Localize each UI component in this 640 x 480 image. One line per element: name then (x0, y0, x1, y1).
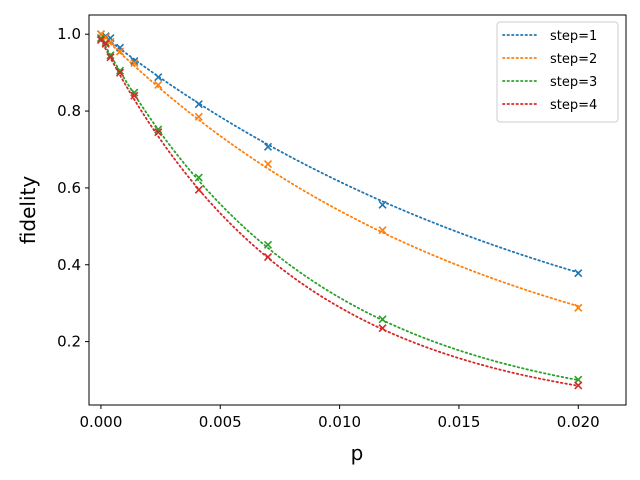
data-point-step-4 (378, 324, 387, 333)
legend-entries: step=1 step=2 step=3 step=4 (502, 29, 597, 113)
fit-line-step-4 (100, 39, 580, 387)
x-tick-label: 0.015 (437, 413, 480, 431)
y-tick-label: 1.0 (57, 25, 81, 43)
data-point-step-1 (130, 57, 139, 66)
data-point-step-4 (194, 185, 203, 194)
data-point-step-3 (194, 173, 203, 182)
data-point-step-3 (115, 66, 125, 75)
y-axis-label: fidelity (16, 176, 40, 245)
x-tick-label: 0.005 (199, 413, 242, 431)
data-point-step-4 (115, 68, 125, 77)
data-point-step-3 (263, 240, 273, 249)
data-point-step-2 (194, 112, 203, 121)
x-tick-label: 0.000 (79, 413, 122, 431)
legend-entry: step=4 (502, 98, 597, 113)
legend-box (496, 21, 619, 123)
data-point-step-3 (130, 88, 139, 97)
x-axis-label: p (351, 441, 364, 465)
data-point-step-4 (263, 253, 273, 262)
legend-entry: step=2 (502, 52, 597, 67)
data-point-step-4 (154, 128, 163, 137)
x-axis-ticks: 0.000 0.005 0.010 0.015 0.020 (79, 405, 600, 431)
x-tick-label: 0.010 (318, 413, 361, 431)
data-point-step-1 (194, 100, 203, 109)
data-point-step-1 (574, 269, 583, 278)
data-point-step-4 (574, 381, 583, 390)
data-point-step-2 (130, 58, 139, 68)
legend-label: step=4 (550, 98, 597, 113)
y-axis-ticks: 0.2 0.4 0.6 0.8 1.0 (57, 25, 89, 351)
legend-label: step=3 (550, 75, 597, 90)
legend-entry: step=1 (502, 29, 597, 44)
data-point-step-3 (378, 315, 387, 324)
fit-line-step-2 (100, 33, 580, 308)
fit-curves (100, 33, 580, 387)
data-point-step-4 (106, 53, 115, 62)
y-tick-label: 0.6 (57, 179, 81, 197)
data-point-step-2 (115, 47, 125, 56)
data-point-step-4 (130, 91, 139, 100)
data-point-step-3 (154, 125, 163, 134)
data-point-step-2 (154, 80, 163, 89)
data-point-step-1 (154, 73, 163, 82)
data-point-step-1 (378, 200, 387, 209)
legend-label: step=1 (550, 29, 597, 44)
legend-label: step=2 (550, 52, 597, 67)
x-tick-label: 0.020 (557, 413, 600, 431)
legend: step=1 step=2 step=3 step=4 (496, 21, 619, 123)
y-tick-label: 0.2 (57, 333, 81, 351)
y-tick-label: 0.4 (57, 256, 81, 274)
legend-entry: step=3 (502, 75, 597, 90)
data-point-step-2 (574, 303, 583, 312)
data-point-step-2 (263, 160, 273, 169)
data-point-step-1 (263, 142, 273, 151)
data-point-step-3 (101, 38, 110, 47)
fit-line-step-3 (100, 37, 580, 381)
data-points (96, 30, 583, 390)
data-point-step-2 (378, 226, 387, 235)
data-point-step-4 (101, 39, 110, 48)
fit-line-step-1 (100, 33, 580, 274)
plot-frame (88, 14, 627, 406)
y-tick-label: 0.8 (57, 102, 81, 120)
data-point-step-3 (106, 51, 115, 60)
